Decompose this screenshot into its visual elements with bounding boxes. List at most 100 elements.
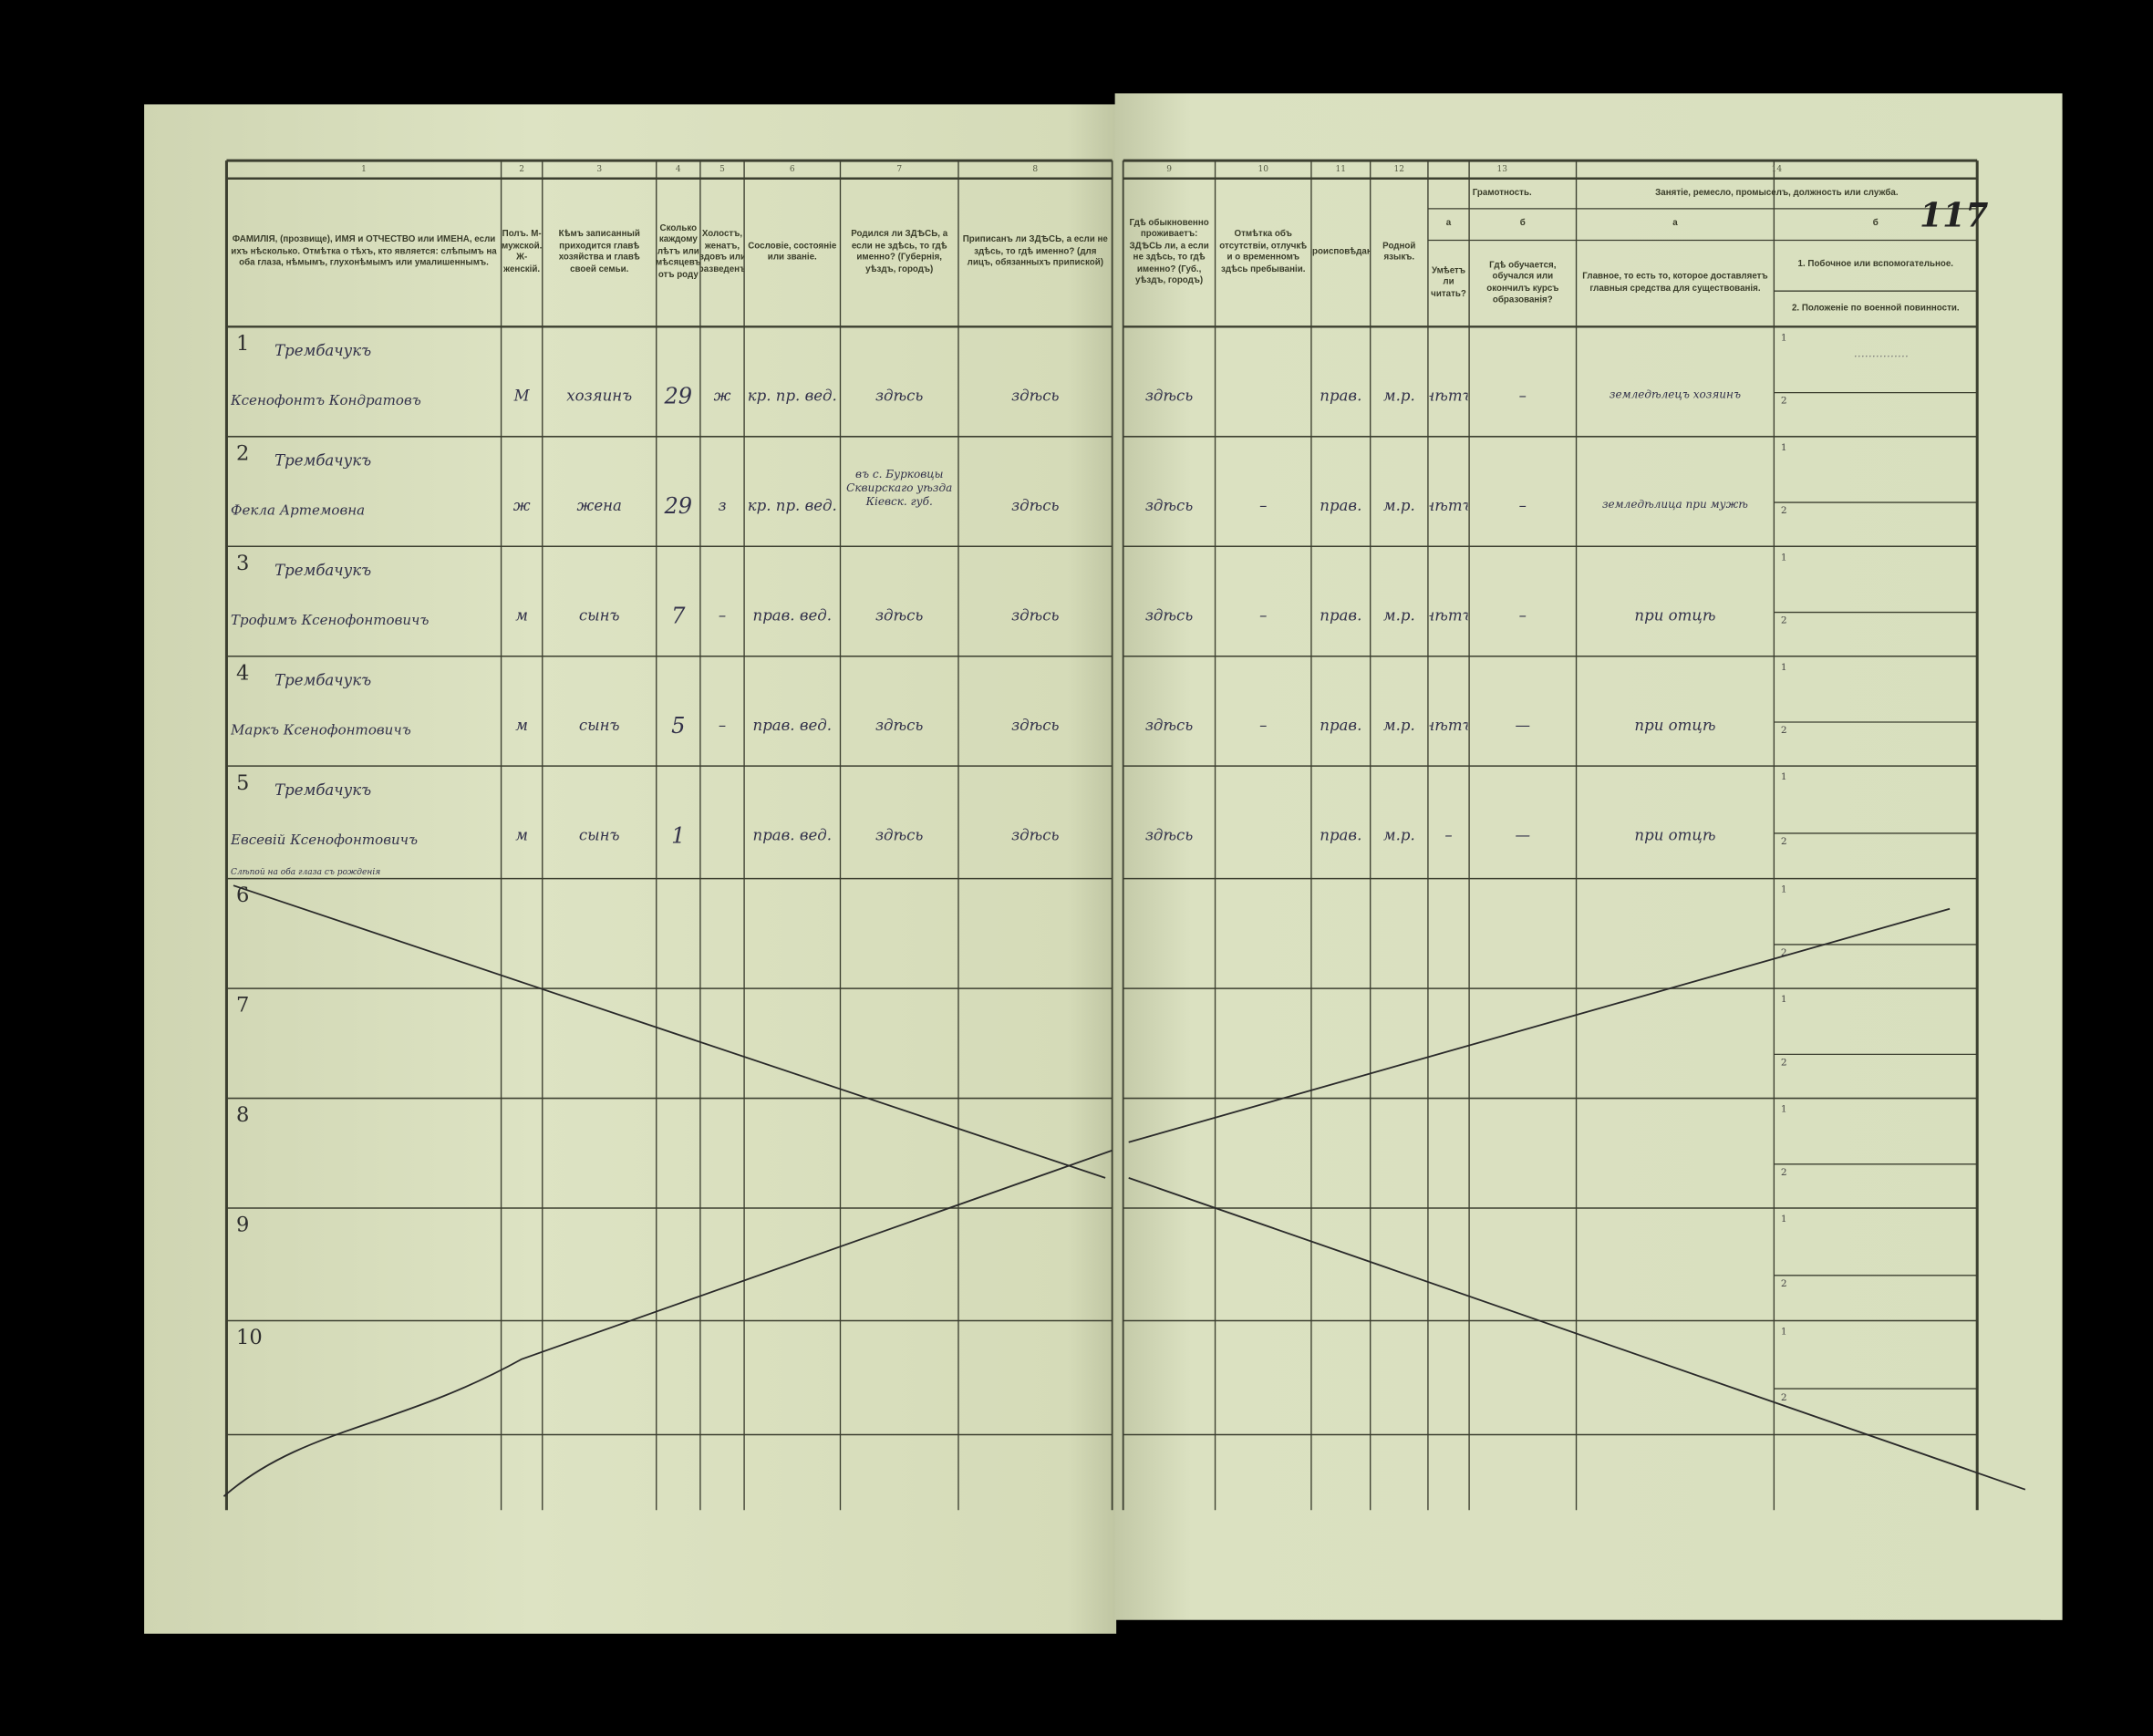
column-header-c14a: Главное, то есть то, которое доставляетъ…	[1582, 272, 1768, 294]
entry-resides: здѣсь	[1144, 386, 1194, 405]
entry-literate: нѣтъ	[1429, 386, 1467, 405]
cross-out-stroke	[1128, 907, 1951, 1143]
column-header-c13b: Гдѣ обучается, обучался или окончилъ кур…	[1486, 260, 1559, 305]
right-page	[1114, 93, 2063, 1620]
entry-born: здѣсь	[875, 716, 924, 734]
sub-column-letter: б	[1519, 218, 1526, 229]
column-number: 2	[519, 164, 525, 175]
column-number: 3	[596, 164, 603, 175]
sub-row-number: 1	[1780, 1103, 1787, 1115]
entry-secondary-occupation	[1785, 560, 1977, 587]
entry-absence	[1216, 804, 1309, 864]
entry-religion: прав.	[1320, 605, 1362, 625]
entry-literate: нѣтъ	[1429, 716, 1467, 734]
column-number: 14	[1771, 164, 1783, 175]
row-number: 10	[235, 1325, 263, 1350]
entry-absence: –	[1259, 716, 1268, 734]
column-header-c2: Полъ. М-мужской. Ж-женскій.	[501, 229, 543, 274]
entry-schooling: –	[1518, 605, 1527, 625]
column-header-c1: ФАМИЛІЯ, (прозвище), ИМЯ и ОТЧЕСТВО или …	[231, 234, 497, 268]
entry-registered: здѣсь	[1011, 496, 1060, 514]
row-number: 7	[235, 992, 250, 1018]
sub-row-number: 1	[1780, 441, 1787, 453]
entry-sex: м	[515, 605, 529, 625]
entry-estate: кр. пр. вед.	[747, 386, 837, 405]
column-header-c6: Сословіе, состояніе или званіе.	[748, 241, 837, 263]
entry-marital: ж	[713, 386, 731, 405]
entry-relation: сынъ	[578, 716, 620, 734]
entry-marital	[701, 804, 742, 864]
entry-born: здѣсь	[875, 605, 924, 625]
entry-literate: нѣтъ	[1429, 605, 1467, 625]
entry-relation: сынъ	[578, 605, 620, 625]
entry-note: Слѣпой на оба глаза съ рожденія	[230, 866, 381, 877]
entry-age: 5	[671, 711, 686, 739]
entry-literate: –	[1444, 825, 1453, 844]
sub-row-number: 1	[1780, 1214, 1787, 1225]
entry-language: м.р.	[1382, 716, 1415, 734]
entry-schooling: –	[1518, 496, 1527, 514]
entry-sex: м	[515, 716, 529, 734]
column-header-c7: Родился ли ЗДѢСЬ, а если не здѣсь, то гд…	[851, 229, 948, 274]
column-header-c8: Приписанъ ли ЗДѢСЬ, а если не здѣсь, то …	[962, 234, 1108, 268]
entry-religion: прав.	[1320, 716, 1362, 734]
entry-born: здѣсь	[875, 386, 924, 405]
sub-row-number: 1	[1780, 552, 1787, 563]
sub-row-number: 2	[1780, 1166, 1787, 1178]
sub-row-number: 1	[1780, 771, 1787, 783]
entry-estate: прав. вед.	[752, 605, 833, 625]
row-number: 6	[235, 883, 250, 908]
cross-out-stroke	[1128, 1177, 2026, 1491]
entry-given-name: Фекла Артемовна	[230, 502, 366, 519]
column-number: 7	[896, 164, 903, 175]
column-number: 9	[1166, 164, 1172, 175]
column-number: 10	[1258, 164, 1268, 175]
entry-surname: Трембачукъ	[274, 561, 372, 579]
entry-secondary-occupation	[1785, 670, 1977, 698]
entry-estate: кр. пр. вед.	[747, 496, 837, 514]
sub-row-number: 2	[1780, 835, 1787, 848]
sub-row-number: 2	[1780, 395, 1787, 407]
sub-row-number: 1	[1780, 994, 1787, 1006]
sub-row-number: 1	[1780, 661, 1787, 673]
column-header-c14b1: 1. Побочное или вспомогательное.	[1797, 259, 1954, 270]
column-header-c11: Вѣроисповѣданіе.	[1311, 246, 1371, 257]
row-number: 5	[235, 770, 250, 795]
entry-literate: нѣтъ	[1429, 496, 1467, 514]
entry-language: м.р.	[1382, 605, 1415, 625]
entry-sex: М	[513, 386, 530, 405]
entry-age: 29	[664, 491, 693, 519]
cross-out-stroke	[223, 1149, 1113, 1497]
entry-schooling: –	[1518, 386, 1527, 405]
column-number: 4	[675, 164, 681, 175]
entry-registered: здѣсь	[1011, 386, 1060, 405]
column-header-c4: Сколько каждому лѣтъ или мѣсяцевъ отъ ро…	[656, 223, 700, 280]
entry-given-name: Трофимъ Ксенофонтовичъ	[230, 613, 430, 628]
page-number: 117	[1919, 194, 1989, 235]
entry-secondary-occupation: ……………	[1853, 346, 1909, 360]
entry-surname: Трембачукъ	[274, 670, 372, 689]
entry-religion: прав.	[1320, 825, 1362, 844]
sub-row-number: 1	[1780, 884, 1787, 895]
column-header-c3: Кѣмъ записанный приходится главѣ хозяйст…	[558, 229, 640, 274]
sub-row-number: 2	[1780, 1057, 1787, 1069]
entry-given-name: Маркъ Ксенофонтовичъ	[230, 722, 411, 739]
entry-born: въ с. Бурковцы Сквирскаго уѣзда Кіевск. …	[846, 468, 953, 509]
entry-absence: –	[1259, 605, 1268, 625]
column-header-c12: Родной языкъ.	[1382, 241, 1416, 263]
entry-absence: –	[1259, 496, 1268, 514]
column-header-c14: Занятіе, ремесло, промыселъ, должность и…	[1655, 187, 1899, 198]
column-number: 8	[1032, 164, 1039, 175]
entry-religion: прав.	[1320, 386, 1362, 405]
entry-schooling: —	[1515, 716, 1531, 734]
entry-language: м.р.	[1382, 496, 1415, 514]
entry-given-name: Ксенофонтъ Кондратовъ	[230, 393, 421, 408]
column-header-c5: Холостъ, женатъ, вдовъ или разведенъ	[699, 229, 745, 274]
entry-language: м.р.	[1382, 825, 1415, 844]
sub-row-number: 2	[1780, 505, 1787, 517]
column-number: 6	[789, 164, 795, 175]
entry-occupation: земледѣлецъ хозяинъ	[1609, 388, 1742, 401]
entry-estate: прав. вед.	[752, 825, 833, 844]
column-header-c14b2: 2. Положеніе по военной повинности.	[1791, 303, 1960, 313]
